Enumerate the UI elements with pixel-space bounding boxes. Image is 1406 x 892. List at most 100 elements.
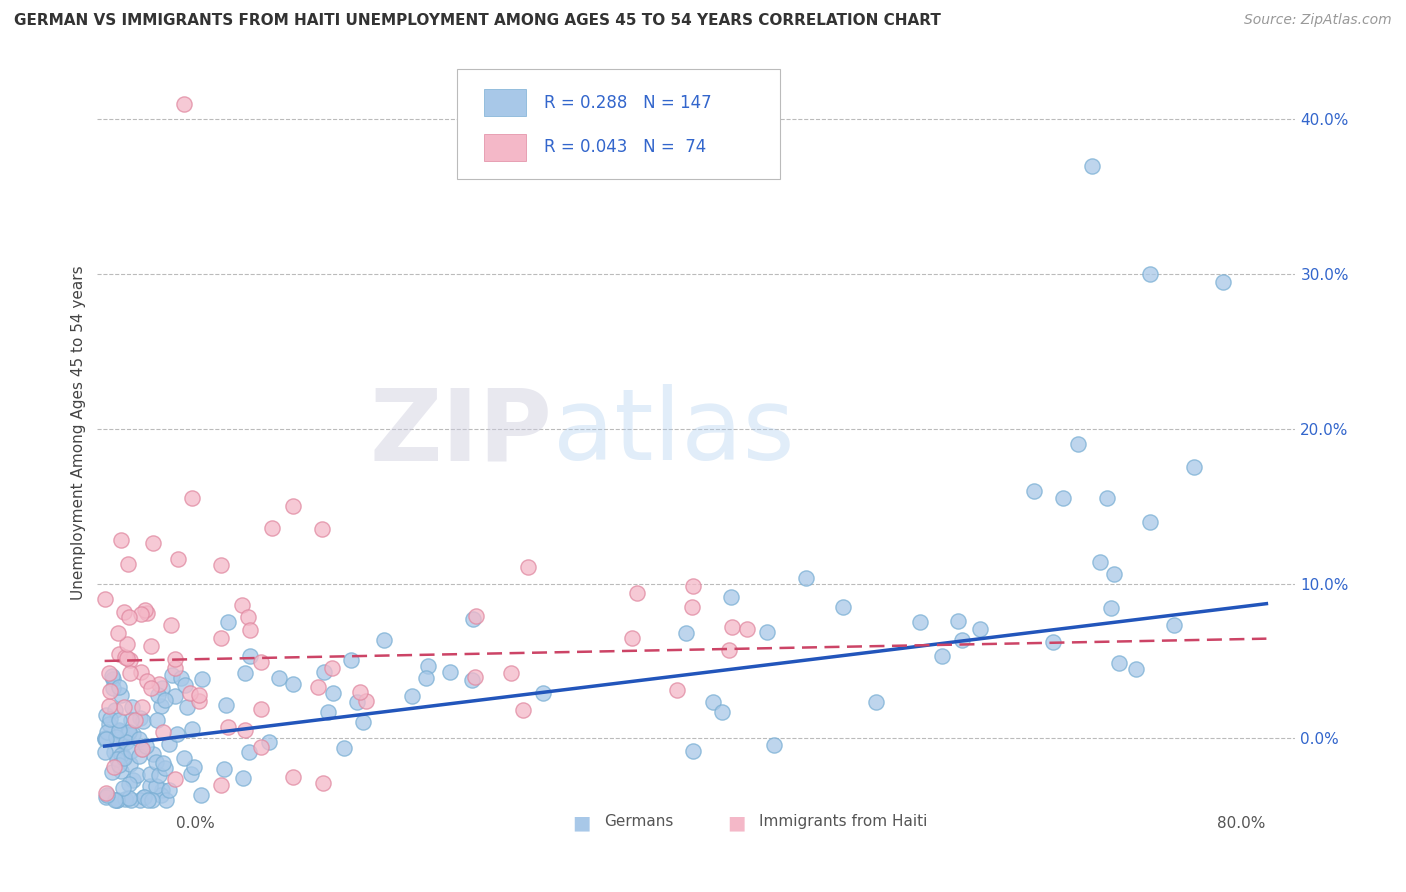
Point [114, 792, 136, 806]
Point [1090, 555, 1112, 569]
Point [94, 707, 117, 722]
Text: 80.0%: 80.0% [1218, 816, 1265, 831]
Point [180, 491, 202, 506]
Point [97, 717, 120, 731]
Point [1182, 460, 1205, 475]
Text: ■: ■ [572, 814, 591, 832]
Point [139, 779, 162, 793]
Point [1163, 617, 1185, 632]
Point [136, 606, 159, 620]
Point [104, 703, 127, 717]
Point [163, 772, 186, 786]
Point [373, 633, 395, 648]
Point [312, 776, 335, 790]
Text: R = 0.043   N =  74: R = 0.043 N = 74 [544, 138, 706, 156]
Point [232, 771, 254, 785]
Point [157, 782, 180, 797]
Point [231, 599, 253, 613]
Point [146, 688, 169, 702]
Point [233, 666, 256, 681]
Text: GERMAN VS IMMIGRANTS FROM HAITI UNEMPLOYMENT AMONG AGES 45 TO 54 YEARS CORRELATI: GERMAN VS IMMIGRANTS FROM HAITI UNEMPLOY… [14, 13, 941, 29]
Point [142, 747, 165, 762]
Point [262, 521, 284, 535]
Point [117, 725, 139, 739]
Point [283, 770, 305, 784]
Point [682, 579, 704, 593]
Point [118, 725, 141, 739]
Text: ■: ■ [727, 814, 745, 832]
Point [170, 671, 193, 685]
Point [439, 665, 461, 679]
Point [134, 789, 156, 804]
Point [322, 686, 344, 700]
Point [418, 659, 440, 673]
Point [96, 789, 118, 804]
Point [209, 778, 232, 792]
Point [120, 666, 142, 681]
Point [104, 793, 127, 807]
Point [1102, 566, 1125, 581]
Point [1066, 437, 1088, 451]
Point [311, 522, 333, 536]
Point [122, 772, 145, 787]
FancyBboxPatch shape [484, 134, 526, 161]
Point [675, 626, 697, 640]
Point [153, 692, 176, 706]
Point [239, 624, 262, 638]
Point [173, 678, 195, 692]
Text: Germans: Germans [605, 814, 673, 829]
Point [120, 793, 142, 807]
Point [1139, 267, 1161, 281]
Point [321, 661, 343, 675]
Point [163, 690, 186, 704]
Point [238, 610, 260, 624]
Point [118, 610, 141, 624]
Point [115, 651, 138, 665]
Point [188, 694, 211, 708]
Point [281, 677, 304, 691]
Point [702, 695, 724, 709]
Point [110, 764, 132, 778]
Point [112, 700, 135, 714]
Point [150, 681, 173, 695]
Point [142, 535, 165, 549]
Point [157, 737, 180, 751]
Text: atlas: atlas [553, 384, 794, 481]
Point [235, 723, 257, 738]
Point [134, 789, 156, 804]
Point [516, 559, 538, 574]
Point [267, 672, 290, 686]
Point [160, 668, 183, 682]
Point [94, 732, 117, 747]
Point [307, 681, 329, 695]
Point [139, 639, 162, 653]
Point [101, 681, 124, 695]
Point [179, 686, 201, 700]
Point [1042, 635, 1064, 649]
Point [401, 689, 423, 703]
Point [1125, 662, 1147, 676]
Point [512, 703, 534, 717]
Point [98, 712, 121, 726]
Point [187, 688, 209, 702]
Point [460, 673, 482, 688]
Point [333, 740, 356, 755]
Point [173, 96, 195, 111]
Point [105, 793, 128, 807]
Point [720, 591, 742, 605]
Point [148, 768, 170, 782]
Point [465, 609, 488, 624]
Y-axis label: Unemployment Among Ages 45 to 54 years: Unemployment Among Ages 45 to 54 years [72, 265, 86, 600]
Point [1139, 515, 1161, 529]
Point [115, 735, 138, 749]
Point [152, 756, 174, 770]
Point [94, 786, 117, 800]
Point [94, 731, 117, 746]
Point [125, 767, 148, 781]
Point [112, 750, 135, 764]
Point [105, 752, 128, 766]
Point [1099, 601, 1122, 615]
Point [209, 558, 232, 573]
Point [721, 620, 744, 634]
Point [136, 793, 159, 807]
